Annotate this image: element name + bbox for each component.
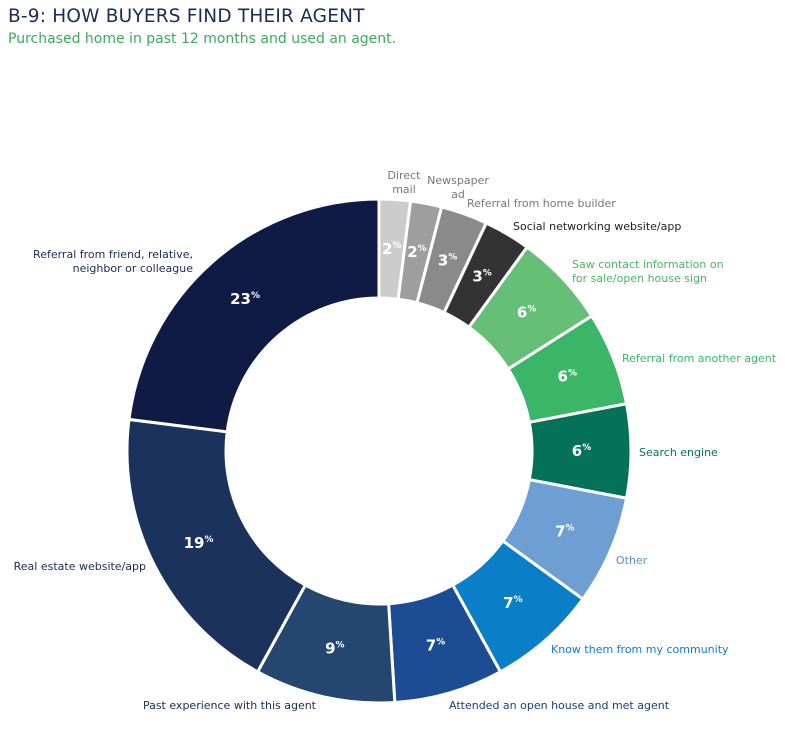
- category-label-newspaper-ad: Newspaper ad: [427, 174, 489, 201]
- chart-subtitle: Purchased home in past 12 months and use…: [8, 31, 397, 47]
- value-label-attended-an-open-house-and-met-agent: 7%: [426, 636, 445, 654]
- category-label-referral-from-another-agent: Referral from another agent: [622, 352, 777, 365]
- value-label-saw-contact-information-on-for-sale-open-house-sign: 6%: [517, 303, 536, 321]
- category-label-other: Other: [616, 554, 648, 567]
- chart-title: B-9: HOW BUYERS FIND THEIR AGENT: [8, 6, 365, 27]
- value-label-real-estate-website-app: 19%: [184, 534, 214, 552]
- value-label-search-engine: 6%: [572, 442, 591, 460]
- value-label-know-them-from-my-community: 7%: [503, 594, 522, 612]
- value-label-other: 7%: [555, 522, 574, 540]
- slice-referral-from-friend-relative-neighbor-or-colleague: [127, 197, 381, 434]
- category-label-saw-contact-information-on-for-sale-open-house-sign: Saw contact information on for sale/open …: [572, 258, 724, 285]
- category-label-social-networking-website-app: Social networking website/app: [513, 220, 681, 233]
- slice-value-labels: 2% 2% 3% 3% 6% 6% 6% 7% 7% 7% 9% 19% 23%: [184, 240, 592, 658]
- category-label-past-experience-with-this-agent: Past experience with this agent: [143, 699, 317, 712]
- donut-slices: [125, 197, 633, 705]
- category-label-attended-an-open-house-and-met-agent: Attended an open house and met agent: [449, 699, 670, 712]
- category-label-referral-from-friend-relative-neighbor-or-colleague: Referral from friend, relative, neighbor …: [33, 248, 193, 275]
- category-label-search-engine: Search engine: [639, 446, 718, 459]
- category-label-direct-mail: Direct mail: [388, 169, 422, 196]
- value-label-direct-mail: 2%: [382, 240, 401, 258]
- value-label-past-experience-with-this-agent: 9%: [325, 640, 344, 658]
- value-label-referral-from-home-builder: 3%: [438, 251, 457, 269]
- value-label-referral-from-another-agent: 6%: [558, 367, 577, 385]
- category-label-know-them-from-my-community: Know them from my community: [551, 643, 729, 656]
- slice-real-estate-website-app: [125, 417, 308, 674]
- category-label-referral-from-home-builder: Referral from home builder: [467, 197, 616, 210]
- value-label-newspaper-ad: 2%: [407, 243, 426, 261]
- value-label-referral-from-friend-relative-neighbor-or-colleague: 23%: [230, 290, 260, 308]
- value-label-social-networking-website-app: 3%: [472, 268, 491, 286]
- category-label-real-estate-website-app: Real estate website/app: [14, 560, 146, 573]
